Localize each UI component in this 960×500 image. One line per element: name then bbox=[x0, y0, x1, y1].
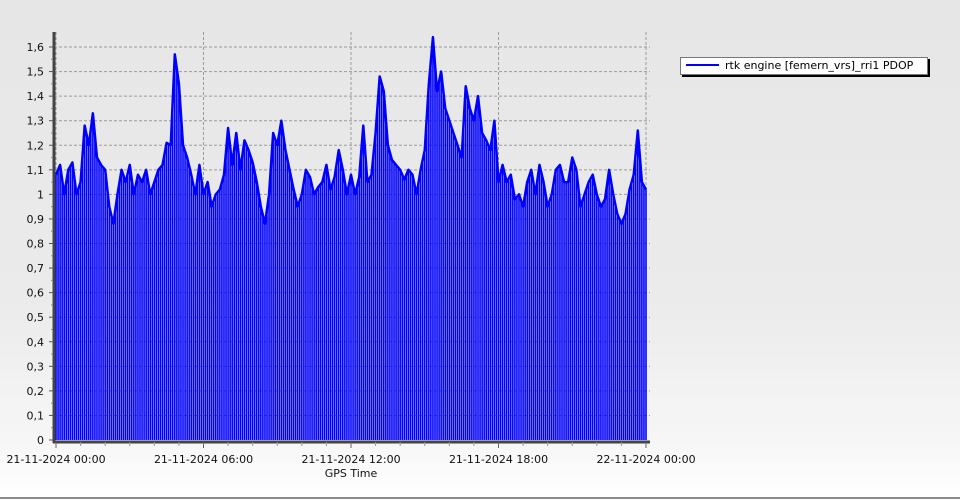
legend-swatch bbox=[686, 64, 719, 66]
y-tick-label: 1,3 bbox=[27, 115, 45, 128]
y-tick-label: 1,6 bbox=[27, 41, 45, 54]
x-tick-label: 21-11-2024 18:00 bbox=[449, 453, 548, 466]
y-tick-label: 1,1 bbox=[27, 164, 45, 177]
y-axis-ticks: 0 0,1 0,2 0,3 0,4 0,5 0,6 0,7 0,8 0,9 1 1,1 1,2 1,3 1,… bbox=[27, 41, 53, 447]
y-tick-label: 0,4 bbox=[27, 336, 45, 349]
legend: rtk engine [femern_vrs]_rri1 PDOP bbox=[680, 57, 928, 75]
legend-label: rtk engine [femern_vrs]_rri1 PDOP bbox=[725, 59, 914, 72]
x-axis-ticks: 21-11-2024 00:00 21-11-2024 06:00 21-11-20… bbox=[6, 442, 696, 466]
x-tick-label: 21-11-2024 12:00 bbox=[301, 453, 400, 466]
x-tick-label: 21-11-2024 00:00 bbox=[6, 453, 105, 466]
y-tick-label: 1 bbox=[37, 188, 44, 201]
series-marks bbox=[54, 35, 648, 440]
x-tick-label: 22-11-2024 00:00 bbox=[596, 453, 695, 466]
y-tick-label: 0,5 bbox=[27, 311, 45, 324]
y-tick-label: 0,9 bbox=[27, 213, 45, 226]
x-axis-label: GPS Time bbox=[325, 467, 378, 480]
y-tick-label: 0,3 bbox=[27, 360, 45, 373]
y-tick-label: 0,8 bbox=[27, 238, 45, 251]
y-tick-label: 1,4 bbox=[27, 90, 45, 103]
y-tick-label: 1,2 bbox=[27, 139, 45, 152]
y-tick-label: 1,5 bbox=[27, 66, 45, 79]
y-tick-label: 0,6 bbox=[27, 287, 45, 300]
y-tick-label: 0,7 bbox=[27, 262, 45, 275]
bottom-border bbox=[0, 497, 960, 499]
y-tick-label: 0 bbox=[37, 434, 44, 447]
y-tick-label: 0,2 bbox=[27, 385, 45, 398]
x-tick-label: 21-11-2024 06:00 bbox=[154, 453, 253, 466]
y-tick-label: 0,1 bbox=[27, 409, 45, 422]
